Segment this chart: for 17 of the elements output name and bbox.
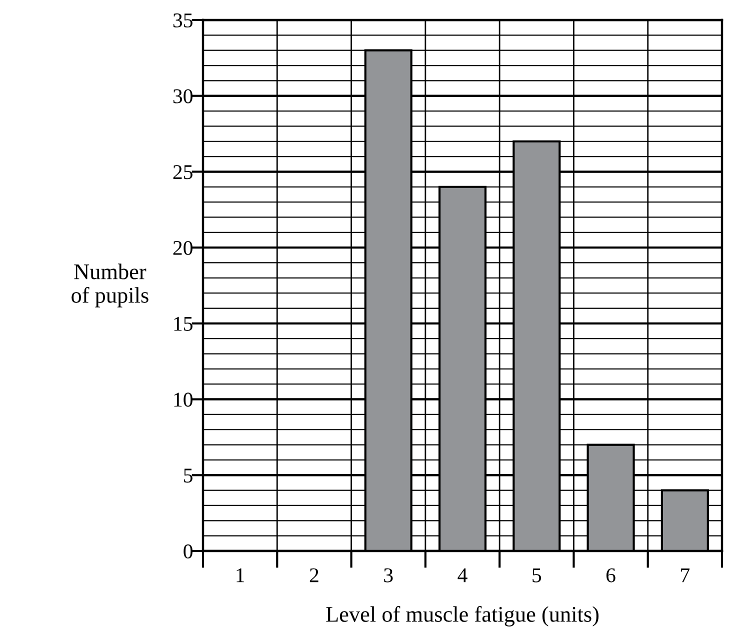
y-tick-label: 20 [173,240,192,256]
y-tick-label: 0 [184,544,192,558]
x-tick-label: 6 [606,568,616,582]
y-tick-label: 30 [173,89,192,104]
y-tick-label: 25 [173,165,192,180]
y-axis-title: Number of pupils [72,264,148,308]
x-tick-label: 7 [681,568,690,582]
x-tick-label: 3 [384,568,393,582]
y-tick-label: 35 [173,13,192,28]
x-tick-label: 4 [458,568,468,582]
y-tick-label: 5 [184,468,192,483]
y-tick-label: 10 [174,392,192,407]
x-tick-label: 5 [532,568,542,582]
x-axis-title: Level of muscle fatigue (units) [326,606,599,626]
y-tick-label: 15 [174,316,192,331]
x-tick-label: 1 [236,568,244,582]
x-tick-label: 2 [310,568,318,582]
